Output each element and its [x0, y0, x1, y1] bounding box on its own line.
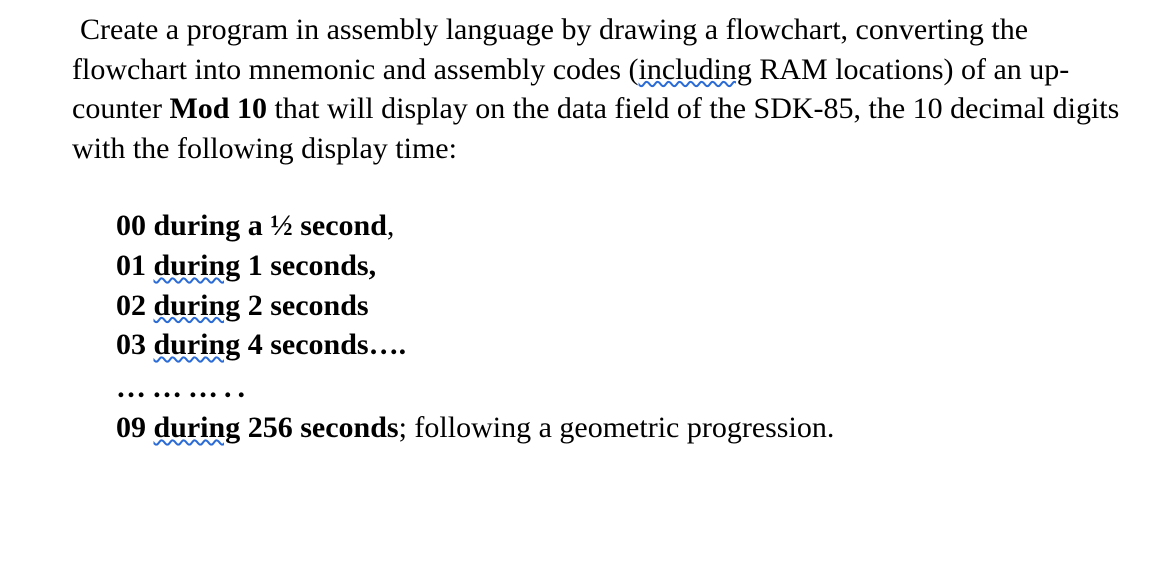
line-02-prefix: 02 — [116, 289, 154, 322]
line-02-during: during — [154, 289, 241, 322]
line-09-prefix: 09 — [116, 411, 154, 444]
ellipsis-row: ……….. — [116, 371, 1124, 404]
line-00-comma: , — [387, 209, 395, 242]
line-09: 09 during 256 seconds; following a geome… — [116, 408, 1124, 448]
line-01-suffix: 1 seconds, — [240, 249, 376, 282]
line-09-tail: following a geometric progression. — [414, 411, 834, 444]
line-01: 01 during 1 seconds, — [116, 246, 1124, 286]
line-02: 02 during 2 seconds — [116, 286, 1124, 326]
line-02-suffix: 2 seconds — [240, 289, 368, 322]
intro-bold-mod10: Mod 10 — [169, 92, 267, 125]
line-09-semicolon: ; — [399, 411, 415, 444]
intro-paragraph: Create a program in assembly language by… — [72, 10, 1124, 168]
document-page: Create a program in assembly language by… — [0, 0, 1164, 562]
line-03-suffix: 4 seconds…. — [240, 328, 406, 361]
line-00: 00 during a ½ second, — [116, 206, 1124, 246]
line-03-during: during — [154, 328, 241, 361]
line-09-seconds: 256 seconds — [240, 411, 398, 444]
line-01-prefix: 01 — [116, 249, 154, 282]
line-03-prefix: 03 — [116, 328, 154, 361]
timing-list: 00 during a ½ second, 01 during 1 second… — [72, 206, 1124, 447]
line-03: 03 during 4 seconds…. — [116, 325, 1124, 365]
line-09-during: during — [154, 411, 241, 444]
intro-underlined-including: including — [639, 53, 752, 86]
line-01-during: during — [154, 249, 241, 282]
line-00-text: 00 during a ½ second — [116, 209, 387, 242]
